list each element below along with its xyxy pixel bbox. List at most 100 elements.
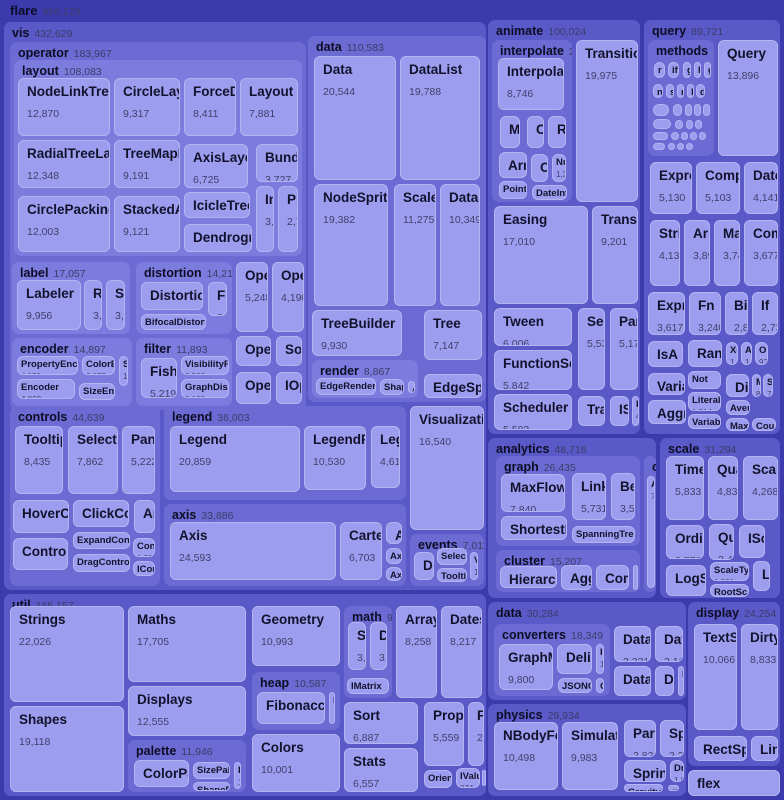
cell-graphdistancefilter[interactable]: GraphDistanceFilter3,165 [181, 379, 229, 398]
cell-cell[interactable] [677, 143, 684, 150]
cell-fn[interactable]: Fn 3,240 [689, 292, 721, 335]
cell-edgesprite[interactable]: EdgeSprite3,301 [424, 374, 482, 398]
cell-ivalueproxy[interactable]: IValueProxy874 [456, 768, 480, 788]
cell-delimitedtextconverter[interactable]: DelimitedTextConverter4,294 [557, 644, 592, 674]
cell-variance[interactable]: Variance1,876 [648, 373, 685, 395]
cell-dragcontrol[interactable]: DragControl2,649 [73, 554, 130, 572]
cell-cell[interactable] [695, 120, 702, 129]
cell-flex[interactable]: flex4,116 [688, 770, 780, 796]
cell-visualization[interactable]: Visualization 16,540 [410, 406, 484, 530]
cell-scalebinding[interactable]: ScaleBinding 11,275 [394, 184, 436, 306]
cell-heapnode[interactable]: HeapNode1,233 [329, 692, 335, 724]
cell-layout[interactable]: Layout 7,881 [240, 78, 298, 136]
cell-radialtreelayout[interactable]: RadialTreeLayout 12,348 [18, 140, 110, 188]
cell-datatable[interactable]: DataTable772 [678, 666, 684, 696]
cell-cell[interactable] [685, 104, 692, 116]
cell-operator[interactable]: Operator2,490 [236, 372, 271, 404]
cell-hierarchicalcluster[interactable]: HierarchicalCluster6,714 [500, 566, 557, 588]
cell-colorinterpolator[interactable]: ColorInterpolator2,047 [527, 116, 544, 148]
cell-literal[interactable]: Literal1,214 [688, 392, 721, 411]
cell-linearscale[interactable]: LinearScale1,316 [753, 561, 770, 591]
cell-easing[interactable]: Easing 17,010 [494, 206, 588, 304]
cell-shaperenderer[interactable]: ShapeRenderer2,247 [380, 379, 404, 395]
cell-property[interactable]: Property 5,559 [424, 702, 464, 766]
cell-converters[interactable]: Converters721 [596, 678, 604, 693]
cell-mergeedge[interactable]: MergeEdge743 [633, 565, 638, 590]
cell-springforce[interactable]: SpringForce1,681 [624, 760, 666, 782]
cell-tooltipcontrol[interactable]: TooltipControl 8,435 [15, 426, 63, 494]
cell-treebuilder[interactable]: TreeBuilder 9,930 [312, 310, 402, 356]
cell-iscalemap[interactable]: IScaleMap2,105 [739, 525, 765, 558]
cell-gravityforce[interactable]: GravityForce1,336 [624, 784, 663, 792]
cell-spanningtree[interactable]: SpanningTree3,416 [572, 526, 635, 543]
cell-cell[interactable] [675, 120, 683, 129]
cell-aspectratiobanker[interactable]: AspectRatioBanker7,074 [647, 476, 655, 588]
cell-pause[interactable]: Pause449 [632, 396, 639, 426]
cell-timescale[interactable]: TimeScale 5,833 [666, 456, 704, 520]
cell-datalist[interactable]: DataList 19,788 [400, 56, 480, 180]
cell-minimum[interactable]: Minimum843 [752, 374, 761, 397]
cell-radiallabeler[interactable]: RadialLabeler 3,899 [84, 280, 102, 330]
cell-fibonacciheap[interactable]: FibonacciHeap9,354 [257, 692, 325, 724]
cell-betweennesscentrality[interactable]: BetweennessCentrality 3,534 [611, 473, 635, 520]
cell-spring[interactable]: Spring 2,213 [660, 720, 684, 757]
cell-maxflowmincut[interactable]: MaxFlowMinCut 7,840 [501, 474, 565, 512]
cell-datafield[interactable]: DataField1,759 [655, 666, 674, 696]
cell-n[interactable]: n [653, 84, 663, 98]
cell-circlepackinglayout[interactable]: CirclePackingLayout 12,003 [18, 196, 110, 252]
cell-distinct[interactable]: Distinct933 [726, 374, 749, 397]
cell-dateutil[interactable]: DateUtil 4,141 [744, 162, 778, 214]
cell-expressioniterator[interactable]: ExpressionIterator 3,617 [648, 292, 685, 335]
cell-axis[interactable]: Axis 24,593 [170, 522, 336, 580]
cell-maximum[interactable]: Maximum843 [726, 418, 749, 431]
cell-r[interactable]: r [654, 62, 665, 78]
cell-cell[interactable] [686, 143, 693, 150]
cell-logscale[interactable]: LogScale3,151 [666, 565, 706, 596]
cell-stackedarealayout[interactable]: StackedAreaLayout 9,121 [114, 196, 180, 252]
cell-orientation[interactable]: Orientation1,486 [424, 770, 452, 788]
cell-cell[interactable] [653, 119, 671, 129]
cell-maths[interactable]: Maths 17,705 [128, 606, 246, 682]
cell-fisheyetreefilter[interactable]: FisheyeTreeFilter 5,219 [141, 358, 177, 398]
cell-average[interactable]: Average891 [726, 400, 750, 415]
cell-jsonconverter[interactable]: JSONConverter2,220 [558, 678, 592, 693]
cell-legendrange[interactable]: LegendRange 10,530 [304, 426, 366, 490]
cell-isa[interactable]: IsA2,039 [648, 341, 683, 367]
cell-pointinterpolator[interactable]: PointInterpolator1,675 [499, 181, 527, 199]
cell-bifocaldistortion[interactable]: BifocalDistortion4,461 [141, 314, 206, 330]
cell-scaletype[interactable]: ScaleType1,821 [710, 562, 749, 581]
cell-icontrol[interactable]: IControl763 [133, 561, 155, 576]
cell-datasource[interactable]: DataSource 3,331 [614, 626, 651, 662]
cell-not[interactable]: Not1,554 [688, 371, 721, 389]
cell-bundlededgerouter[interactable]: BundledEdgeRouter 3,727 [256, 144, 298, 182]
cell-pielayout[interactable]: PieLayout 2,728 [278, 186, 298, 252]
cell-selectioncontrol[interactable]: SelectionControl 7,862 [68, 426, 118, 494]
cell-match[interactable]: Match 3,748 [714, 220, 740, 286]
cell-if[interactable]: if [668, 62, 679, 78]
cell-sort[interactable]: Sort 6,887 [344, 702, 418, 744]
cell-compositeexpression[interactable]: CompositeExpression 3,677 [744, 220, 778, 286]
cell-and[interactable]: And 1,027 [741, 342, 752, 365]
cell-ischedulable[interactable]: ISchedulable1,041 [610, 396, 629, 426]
cell-binaryexpression[interactable]: BinaryExpression 2,893 [725, 292, 748, 335]
cell-cell[interactable] [653, 143, 665, 150]
cell-edgerenderer[interactable]: EdgeRenderer5,569 [316, 378, 376, 395]
cell-stringutil[interactable]: StringUtil 4,130 [650, 220, 680, 286]
cell-data[interactable]: Data 20,544 [314, 56, 396, 180]
cell-agglomerativecluster[interactable]: AgglomerativeCluster3,938 [561, 565, 592, 590]
cell-expandcontrol[interactable]: ExpandControl2,832 [73, 532, 130, 549]
cell-ordinalscale[interactable]: OrdinalScale3,770 [666, 525, 704, 559]
cell-operatorsequence[interactable]: OperatorSequence 4,190 [272, 262, 304, 332]
cell-objectinterpolator[interactable]: ObjectInterpolator1,629 [531, 154, 548, 182]
cell-cell[interactable] [671, 132, 679, 140]
cell-colors[interactable]: Colors 10,001 [252, 734, 340, 792]
cell-nodesprite[interactable]: NodeSprite 19,382 [314, 184, 388, 306]
cell-tree[interactable]: Tree 7,147 [424, 310, 482, 360]
cell-selectionevent[interactable]: SelectionEvent1,880 [437, 548, 467, 565]
cell-linesprite[interactable]: LineSprite1,732 [751, 736, 778, 761]
cell-xor[interactable]: Xor 1,101 [726, 342, 738, 365]
cell-matrixinterpolator[interactable]: MatrixInterpolator2,202 [500, 116, 520, 148]
cell-controllist[interactable]: ControlList4,665 [13, 538, 68, 570]
cell-transitioner[interactable]: Transitioner 19,975 [576, 40, 638, 202]
cell-arithmetic[interactable]: Arithmetic 3,891 [684, 220, 710, 286]
